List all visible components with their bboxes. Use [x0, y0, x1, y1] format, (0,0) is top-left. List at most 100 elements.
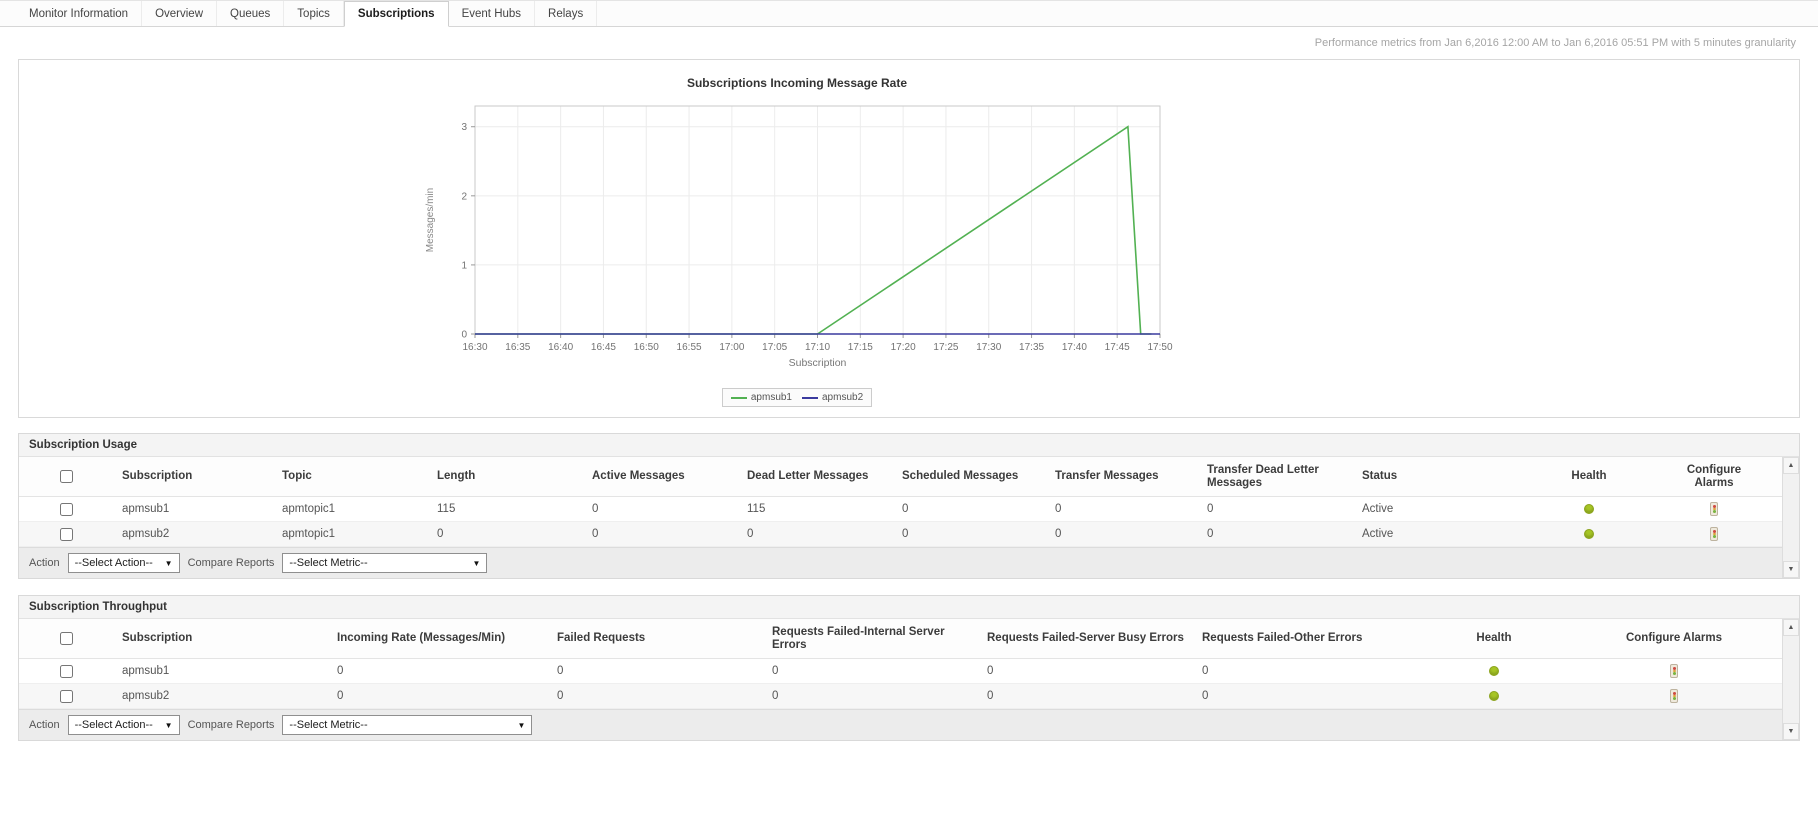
section-title: Subscription Usage [19, 434, 1799, 457]
table-cell: 0 [987, 690, 994, 702]
scroll-down-button[interactable]: ▼ [1783, 561, 1799, 578]
svg-text:17:50: 17:50 [1147, 342, 1172, 353]
row-checkbox[interactable] [60, 664, 73, 678]
table-footer: Action --Select Action-- ▼ Compare Repor… [19, 547, 1782, 578]
configure-alarms-icon[interactable] [1670, 689, 1678, 703]
row-checkbox[interactable] [60, 689, 73, 703]
table-cell: 0 [337, 690, 344, 702]
configure-alarms-icon[interactable] [1710, 502, 1718, 516]
svg-text:16:45: 16:45 [591, 342, 616, 353]
action-label: Action [29, 557, 60, 569]
compare-select-value: --Select Metric-- [289, 719, 368, 731]
table-header-row: Subscription Topic Length Active Messages De… [19, 457, 1782, 497]
svg-text:17:45: 17:45 [1105, 342, 1130, 353]
column-header: Requests Failed-Other Errors [1202, 632, 1363, 644]
scroll-track[interactable] [1783, 636, 1799, 723]
scroll-up-button[interactable]: ▲ [1783, 619, 1799, 636]
svg-text:2: 2 [461, 191, 467, 202]
svg-text:16:35: 16:35 [505, 342, 530, 353]
svg-text:Subscription: Subscription [789, 357, 847, 369]
column-header: Active Messages [592, 470, 685, 482]
column-header: Topic [282, 470, 312, 482]
legend-box: apmsub1 apmsub2 [721, 388, 873, 407]
scroll-down-button[interactable]: ▼ [1783, 723, 1799, 740]
column-header: Health [1476, 632, 1512, 644]
compare-reports-select[interactable]: --Select Metric-- ▼ [282, 715, 533, 735]
tab-subscriptions[interactable]: Subscriptions [343, 1, 449, 27]
row-checkbox[interactable] [60, 502, 73, 516]
dropdown-caret-icon: ▼ [164, 720, 173, 730]
table-cell: 0 [592, 503, 599, 515]
svg-text:17:10: 17:10 [805, 342, 830, 353]
configure-alarms-icon[interactable] [1670, 664, 1678, 678]
subscription-throughput-table: Subscription Incoming Rate (Messages/Min)… [19, 619, 1782, 709]
svg-text:17:00: 17:00 [719, 342, 744, 353]
action-select[interactable]: --Select Action-- ▼ [67, 715, 180, 735]
configure-alarms-cell [1579, 664, 1769, 678]
table-cell: 0 [987, 665, 994, 677]
column-header: Failed Requests [557, 632, 646, 644]
legend-item[interactable]: apmsub2 [802, 392, 863, 403]
configure-alarms-cell [1579, 689, 1769, 703]
row-checkbox[interactable] [60, 527, 73, 541]
tab-topics[interactable]: Topics [284, 1, 344, 26]
action-select-value: --Select Action-- [74, 719, 153, 731]
vertical-scrollbar[interactable]: ▲ ▼ [1782, 619, 1799, 740]
svg-text:17:15: 17:15 [848, 342, 873, 353]
table-cell: apmtopic1 [282, 528, 336, 540]
configure-alarms-cell [1659, 527, 1769, 541]
legend-line-swatch [730, 396, 747, 399]
table-row: apmsub2 0 0 0 0 0 [19, 684, 1782, 709]
select-all-cell [19, 632, 114, 645]
action-select[interactable]: --Select Action-- ▼ [67, 553, 180, 573]
vertical-scrollbar[interactable]: ▲ ▼ [1782, 457, 1799, 578]
tab-event-hubs[interactable]: Event Hubs [449, 1, 536, 26]
chart-wrap: Subscriptions Incoming Message Rate 16:3… [417, 76, 1177, 407]
tab-monitor-information[interactable]: Monitor Information [16, 1, 143, 26]
table-cell: apmsub1 [122, 665, 170, 677]
tab-relays[interactable]: Relays [535, 1, 598, 26]
svg-text:Messages/min: Messages/min [425, 188, 436, 252]
column-header: Incoming Rate (Messages/Min) [337, 632, 506, 644]
dropdown-caret-icon: ▼ [164, 558, 173, 568]
column-header: Requests Failed-Internal Server Errors [772, 625, 945, 651]
health-cell [1519, 528, 1659, 540]
health-status-icon [1584, 503, 1594, 514]
tab-overview[interactable]: Overview [142, 1, 218, 26]
column-header: Subscription [122, 470, 193, 482]
select-all-checkbox[interactable] [60, 632, 73, 645]
column-header: Health [1571, 470, 1607, 482]
tab-bar: Monitor Information Overview Queues Topics S… [0, 0, 1818, 27]
scroll-track[interactable] [1783, 474, 1799, 561]
scroll-up-button[interactable]: ▲ [1783, 457, 1799, 474]
configure-alarms-cell [1659, 502, 1769, 516]
compare-reports-select[interactable]: --Select Metric-- ▼ [282, 553, 488, 573]
chart-panel: Subscriptions Incoming Message Rate 16:3… [18, 59, 1800, 418]
row-select-cell [19, 689, 114, 703]
table-cell: 0 [772, 690, 779, 702]
svg-text:1: 1 [461, 260, 467, 271]
configure-alarms-icon[interactable] [1710, 527, 1718, 541]
svg-text:17:05: 17:05 [762, 342, 787, 353]
table-cell: 0 [1055, 528, 1062, 540]
section-title: Subscription Throughput [19, 596, 1799, 619]
table-row: apmsub1 apmtopic1 115 0 115 0 0 0 Active [19, 497, 1782, 522]
svg-text:17:35: 17:35 [1019, 342, 1044, 353]
select-all-checkbox[interactable] [60, 470, 73, 483]
svg-text:17:20: 17:20 [891, 342, 916, 353]
table-row: apmsub1 0 0 0 0 0 [19, 659, 1782, 684]
legend-line-swatch [802, 396, 818, 399]
health-cell [1409, 690, 1579, 702]
table-cell: apmsub1 [122, 503, 170, 515]
tab-queues[interactable]: Queues [217, 1, 285, 26]
chart-legend: apmsub1 apmsub2 [417, 388, 1177, 407]
action-select-value: --Select Action-- [74, 557, 153, 569]
select-all-cell [19, 470, 114, 483]
chart-title: Subscriptions Incoming Message Rate [686, 76, 908, 90]
table-cell: 115 [437, 503, 456, 515]
table-cell: apmsub2 [122, 528, 170, 540]
legend-item[interactable]: apmsub1 [730, 392, 792, 403]
table-cell: apmsub2 [122, 690, 170, 702]
table-cell: 115 [747, 503, 766, 515]
table-cell: 0 [1207, 528, 1214, 540]
